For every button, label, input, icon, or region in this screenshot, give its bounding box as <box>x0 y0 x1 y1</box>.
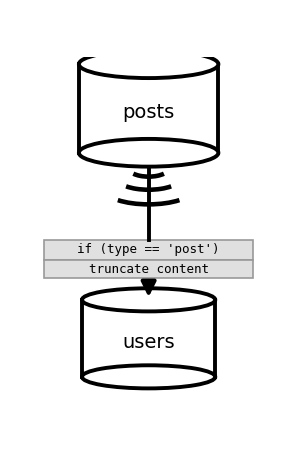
Ellipse shape <box>79 139 218 167</box>
Bar <box>44 260 253 278</box>
Text: users: users <box>122 333 175 352</box>
Bar <box>79 64 218 153</box>
Ellipse shape <box>79 50 218 78</box>
Text: truncate content: truncate content <box>89 262 209 276</box>
Bar <box>82 300 215 377</box>
Bar <box>44 240 253 260</box>
Text: posts: posts <box>122 104 175 122</box>
Ellipse shape <box>82 365 215 389</box>
Ellipse shape <box>82 288 215 311</box>
Text: if (type == 'post'): if (type == 'post') <box>77 244 220 256</box>
